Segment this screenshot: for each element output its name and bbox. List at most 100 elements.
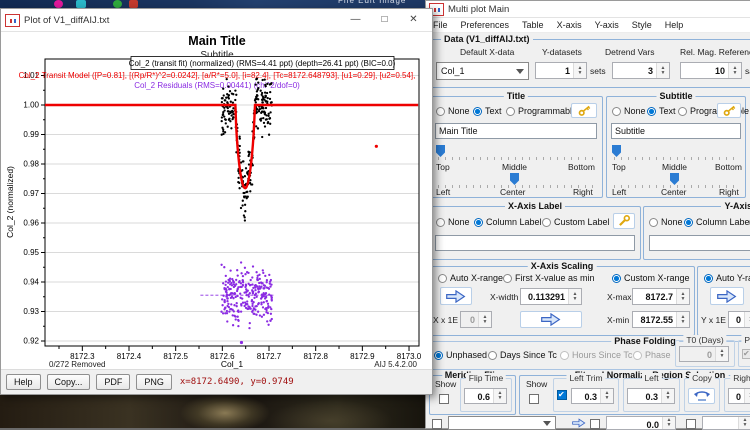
left-trim-spinner[interactable]: 0.3 (571, 388, 614, 404)
x-max-spinner[interactable]: 8172.7 (632, 288, 690, 305)
xlabel-column-radio[interactable]: Column Label (474, 217, 542, 227)
hours-since-tc-radio[interactable]: Hours Since Tc (560, 350, 632, 360)
phase-radio[interactable]: Phase (633, 350, 671, 360)
spinner-arrows-icon[interactable] (478, 312, 491, 327)
title-vpos-slider[interactable] (436, 145, 445, 157)
title-none-radio[interactable]: None (436, 106, 470, 116)
title-text-input[interactable] (435, 123, 597, 139)
default-x-combo[interactable]: Col_1 (436, 62, 529, 80)
xlabel-tools-button[interactable] (613, 213, 635, 229)
subtitle-none-radio[interactable]: None (612, 106, 646, 116)
menu-y-axis[interactable]: Y-axis (595, 20, 619, 30)
residual-points (220, 261, 273, 329)
menu-help[interactable]: Help (665, 20, 684, 30)
subtitle-hpos-slider[interactable] (670, 173, 679, 185)
subtitle-text-radio[interactable]: Text (647, 106, 676, 116)
subtitle-text-input[interactable] (611, 123, 741, 139)
x-axis-label: Col_1 (221, 359, 243, 369)
rel-mag-spinner[interactable]: 10 (680, 62, 742, 79)
spinner-arrows-icon[interactable] (568, 289, 581, 304)
spinner-arrows-icon[interactable] (744, 389, 750, 403)
meridian-show-label: Show (435, 379, 456, 389)
close-icon[interactable]: ✕ (399, 10, 428, 30)
fitnorm-show-label: Show (526, 379, 547, 389)
y-datasets-spinner[interactable]: 1 (535, 62, 587, 79)
auto-y-range-radio[interactable]: Auto Y-rang (704, 273, 750, 283)
minimize-icon[interactable]: — (341, 10, 370, 30)
ylabel-column-radio[interactable]: Column Label (684, 217, 750, 227)
spinner-arrows-icon[interactable] (728, 63, 741, 78)
unphased-radio[interactable]: Unphased (434, 350, 487, 360)
spinner-arrows-icon[interactable] (715, 347, 728, 361)
y-datasets-label: Y-datasets (542, 47, 582, 57)
title-programmable-radio[interactable]: Programmable (506, 106, 577, 116)
occluded-window-menu: File Edit Image (338, 0, 406, 5)
ylabel-none-radio[interactable]: None (649, 217, 683, 227)
fit-normalize-group: Fit and Normalize Region Selection Show … (519, 375, 750, 415)
desktop-top-strip: File Edit Image (0, 0, 426, 8)
y-mult-spinner[interactable]: 0 (728, 311, 750, 328)
plot-titlebar[interactable]: Plot of V1_diffAIJ.txt — □ ✕ (1, 9, 432, 32)
menu-file[interactable]: File (433, 20, 448, 30)
main-window-title: Multi plot Main (448, 4, 509, 15)
spinner-arrows-icon[interactable] (676, 312, 689, 327)
menu-table[interactable]: Table (522, 20, 544, 30)
png-button[interactable]: PNG (136, 374, 172, 390)
spinner-arrows-icon[interactable] (744, 312, 750, 327)
copy-left-right-button[interactable] (688, 388, 715, 404)
menu-preferences[interactable]: Preferences (461, 20, 510, 30)
t0-spinner[interactable]: 0 (679, 346, 729, 362)
title-text-radio[interactable]: Text (473, 106, 502, 116)
x-max-label: X-max (607, 292, 632, 302)
spinner-arrows-icon[interactable] (600, 389, 613, 403)
help-button[interactable]: Help (6, 374, 41, 390)
x-width-label: X-width (490, 292, 518, 302)
menu-style[interactable]: Style (632, 20, 652, 30)
sync-checkbox[interactable] (742, 349, 750, 359)
taskbar-green-icon (113, 0, 122, 8)
spinner-arrows-icon[interactable] (573, 63, 586, 78)
x-mult-spinner[interactable]: 0 (460, 311, 492, 328)
spinner-arrows-icon[interactable] (662, 417, 675, 429)
x-min-spinner[interactable]: 8172.55 (632, 311, 690, 328)
transit-light-curve-plot[interactable]: 0.920.930.940.950.960.970.980.991.001.01… (1, 31, 432, 371)
first-x-value-radio[interactable]: First X-value as min (503, 273, 595, 283)
menu-x-axis[interactable]: X-axis (557, 20, 582, 30)
subtitle-macro-button[interactable] (717, 103, 741, 118)
rel-mag-label: Rel. Mag. Reference (680, 47, 750, 57)
xlabel-none-radio[interactable]: None (436, 217, 470, 227)
maximize-icon[interactable]: □ (370, 10, 399, 30)
spinner-arrows-icon[interactable] (676, 289, 689, 304)
auto-x-range-radio[interactable]: Auto X-range (438, 273, 503, 283)
x-axis-label-group: X-Axis Label None Column Label Custom La… (429, 206, 641, 260)
main-titlebar[interactable]: Multi plot Main (426, 1, 750, 18)
detrend-spinner[interactable]: 3 (612, 62, 670, 79)
pdf-button[interactable]: PDF (96, 374, 130, 390)
x-width-spinner[interactable]: 0.113291 (520, 288, 582, 305)
fit-left-spinner[interactable]: 0.3 (627, 388, 675, 404)
custom-x-range-radio[interactable]: Custom X-range (612, 273, 690, 283)
ylabel-custom-input[interactable] (649, 235, 750, 251)
spinner-arrows-icon[interactable] (493, 389, 506, 403)
spinner-arrows-icon[interactable] (661, 389, 674, 403)
spinner-arrows-icon[interactable] (738, 417, 750, 429)
copy-button[interactable]: Copy... (47, 374, 91, 390)
subtitle-vpos-slider[interactable] (612, 145, 621, 157)
auto-x-apply-button[interactable] (440, 287, 472, 305)
fit-right-spinner[interactable]: 0 (728, 388, 750, 404)
spinner-arrows-icon[interactable] (656, 63, 669, 78)
auto-y-apply-button[interactable] (710, 287, 744, 305)
xlabel-custom-radio[interactable]: Custom Label (542, 217, 610, 227)
title-hpos-slider[interactable] (510, 173, 519, 185)
x-width-apply-button[interactable] (520, 311, 582, 328)
xlabel-custom-input[interactable] (435, 235, 635, 251)
fit-copy-title: Copy (689, 373, 715, 383)
left-trim-checkbox[interactable] (557, 390, 567, 400)
meridian-flip-group: Meridian Flip Show Flip Time 0.6 (429, 375, 516, 415)
flip-time-spinner[interactable]: 0.6 (464, 388, 507, 404)
title-macro-button[interactable] (571, 103, 597, 118)
meridian-show-checkbox[interactable] (439, 394, 449, 404)
fitnorm-show-checkbox[interactable] (529, 394, 539, 404)
days-since-tc-radio[interactable]: Days Since Tc (488, 350, 557, 360)
slider-ticks (438, 157, 596, 160)
